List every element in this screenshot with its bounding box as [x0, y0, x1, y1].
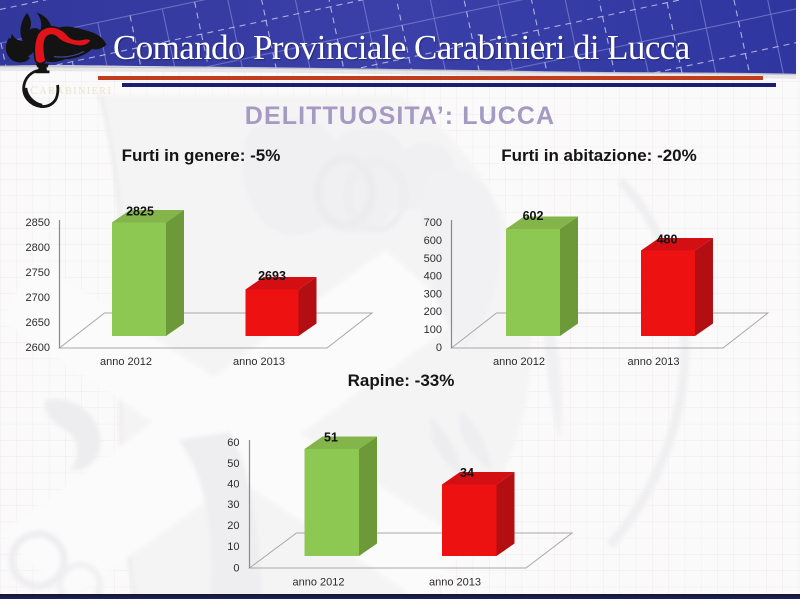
svg-text:2650: 2650	[26, 317, 50, 329]
svg-text:400: 400	[424, 271, 442, 283]
svg-text:600: 600	[424, 235, 442, 247]
svg-text:480: 480	[657, 233, 678, 247]
svg-text:2825: 2825	[126, 205, 154, 219]
svg-text:60: 60	[227, 437, 239, 449]
svg-text:50: 50	[227, 458, 239, 470]
svg-text:20: 20	[227, 520, 239, 532]
svg-text:2850: 2850	[26, 217, 50, 229]
svg-text:anno 2013: anno 2013	[429, 577, 481, 589]
svg-text:100: 100	[424, 324, 442, 336]
svg-text:2800: 2800	[26, 242, 50, 254]
svg-text:2750: 2750	[26, 267, 50, 279]
svg-text:anno 2012: anno 2012	[493, 356, 545, 368]
svg-text:602: 602	[523, 209, 544, 223]
svg-text:2693: 2693	[258, 269, 286, 283]
svg-text:700: 700	[424, 217, 442, 229]
svg-text:anno 2013: anno 2013	[628, 356, 680, 368]
svg-text:anno 2012: anno 2012	[100, 356, 152, 368]
svg-text:0: 0	[233, 563, 239, 575]
svg-text:34: 34	[460, 466, 474, 480]
svg-text:30: 30	[227, 499, 239, 511]
svg-text:200: 200	[424, 306, 442, 318]
svg-text:2600: 2600	[26, 342, 50, 354]
svg-text:0: 0	[436, 342, 442, 354]
svg-text:10: 10	[227, 541, 239, 553]
svg-text:2700: 2700	[26, 292, 50, 304]
svg-text:anno 2013: anno 2013	[233, 356, 285, 368]
svg-text:51: 51	[324, 431, 338, 445]
svg-text:anno 2012: anno 2012	[293, 577, 345, 589]
svg-text:500: 500	[424, 253, 442, 265]
svg-text:40: 40	[227, 479, 239, 491]
svg-text:300: 300	[424, 289, 442, 301]
